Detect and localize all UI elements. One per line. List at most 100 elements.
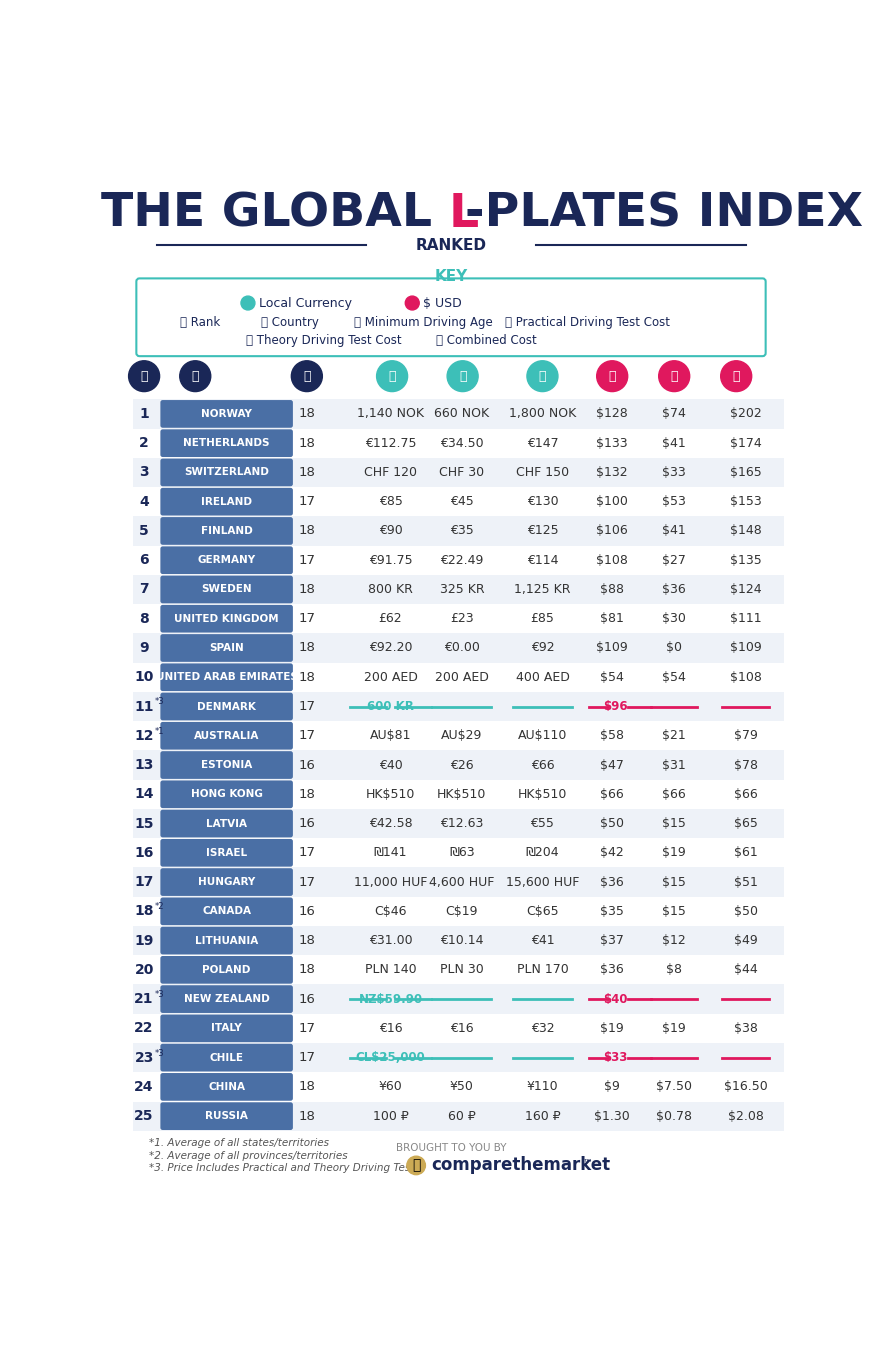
Text: $88: $88 [600,584,624,596]
Text: $36: $36 [600,963,624,977]
Text: $0: $0 [666,642,682,654]
Text: 💳: 💳 [732,370,740,382]
Text: €92.20: €92.20 [369,642,413,654]
Text: 17: 17 [298,1021,315,1035]
Text: €92: €92 [531,642,554,654]
Text: 4: 4 [139,494,149,509]
Text: $132: $132 [597,466,628,480]
Circle shape [128,361,159,392]
Text: $35: $35 [600,905,624,917]
Text: €10.14: €10.14 [440,934,484,947]
Text: $7.50: $7.50 [656,1081,693,1093]
Text: $41: $41 [663,524,686,538]
Text: C$65: C$65 [526,905,559,917]
Text: $15: $15 [663,817,686,830]
Text: $47: $47 [600,758,624,771]
Text: 400 AED: 400 AED [516,670,569,684]
Text: $79: $79 [734,730,758,742]
Text: 17: 17 [298,875,315,889]
Text: UNITED ARAB EMIRATES: UNITED ARAB EMIRATES [156,673,297,682]
Text: $41: $41 [663,436,686,450]
Text: $58: $58 [600,730,624,742]
Text: 🌍 Country: 🌍 Country [261,316,319,328]
Bar [133,721,784,750]
Text: AUSTRALIA: AUSTRALIA [194,731,260,740]
Text: $12: $12 [663,934,686,947]
Text: NORWAY: NORWAY [202,409,252,419]
Text: $108: $108 [730,670,761,684]
Text: L: L [449,192,479,236]
FancyBboxPatch shape [160,458,293,486]
Text: 9: 9 [139,640,149,655]
Text: €41: €41 [531,934,554,947]
Text: $40: $40 [603,993,627,1005]
Text: 18: 18 [135,904,154,919]
Text: $106: $106 [597,524,628,538]
Text: €40: €40 [378,758,402,771]
Text: 🌍: 🌍 [192,370,199,382]
Text: 16: 16 [298,758,315,771]
Text: 18: 18 [298,1109,315,1123]
FancyBboxPatch shape [160,1073,293,1101]
Text: 📝: 📝 [458,370,466,382]
Bar [133,867,784,897]
Text: 24: 24 [135,1079,154,1094]
Text: $81: $81 [600,612,624,626]
Text: 18: 18 [298,1081,315,1093]
Text: $61: $61 [734,846,758,859]
Text: PLN 170: PLN 170 [517,963,568,977]
Circle shape [597,361,627,392]
Bar [133,955,784,985]
Text: 🚗: 🚗 [608,370,616,382]
Text: 👤: 👤 [303,370,311,382]
FancyBboxPatch shape [160,839,293,867]
Circle shape [527,361,558,392]
Text: €31.00: €31.00 [369,934,413,947]
Text: 2: 2 [139,436,149,450]
Text: $44: $44 [734,963,758,977]
FancyBboxPatch shape [160,1044,293,1071]
Bar [133,604,784,634]
Text: comparethemarket: comparethemarket [431,1156,611,1174]
Text: 18: 18 [298,436,315,450]
Text: *1: *1 [155,727,165,736]
Text: NETHERLANDS: NETHERLANDS [183,438,270,449]
Circle shape [659,361,690,392]
Text: $15: $15 [663,905,686,917]
Text: $128: $128 [597,408,628,420]
Text: LATVIA: LATVIA [206,819,247,828]
Text: $27: $27 [663,554,686,566]
Text: PLN 140: PLN 140 [364,963,416,977]
FancyBboxPatch shape [160,693,293,720]
Text: £23: £23 [450,612,473,626]
Text: CHF 30: CHF 30 [439,466,484,480]
FancyBboxPatch shape [160,897,293,925]
Text: 18: 18 [298,670,315,684]
FancyBboxPatch shape [160,430,293,457]
Text: NZ$59.90: NZ$59.90 [358,993,422,1005]
Text: $53: $53 [663,496,686,508]
Bar [133,662,784,692]
FancyBboxPatch shape [136,278,766,357]
Text: IRELAND: IRELAND [202,497,253,507]
Text: 🏆: 🏆 [140,370,148,382]
Text: 160 ₽: 160 ₽ [524,1109,561,1123]
Bar [133,809,784,838]
FancyBboxPatch shape [160,605,293,632]
Text: $109: $109 [597,642,628,654]
Text: HONG KONG: HONG KONG [191,789,262,800]
Text: 🚗: 🚗 [388,370,396,382]
Text: €147: €147 [526,436,558,450]
Text: €16: €16 [450,1021,473,1035]
Text: $19: $19 [663,1021,686,1035]
FancyBboxPatch shape [160,517,293,544]
Text: 60 ₽: 60 ₽ [448,1109,476,1123]
Text: FINLAND: FINLAND [201,526,253,536]
Text: ₪63: ₪63 [449,846,474,859]
Text: 25: 25 [135,1109,154,1123]
Text: 18: 18 [298,963,315,977]
Text: $135: $135 [730,554,761,566]
Text: 17: 17 [298,700,315,713]
Text: $42: $42 [600,846,624,859]
Bar [133,516,784,546]
